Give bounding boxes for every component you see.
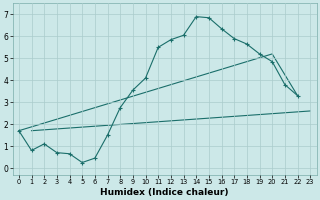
X-axis label: Humidex (Indice chaleur): Humidex (Indice chaleur) — [100, 188, 229, 197]
